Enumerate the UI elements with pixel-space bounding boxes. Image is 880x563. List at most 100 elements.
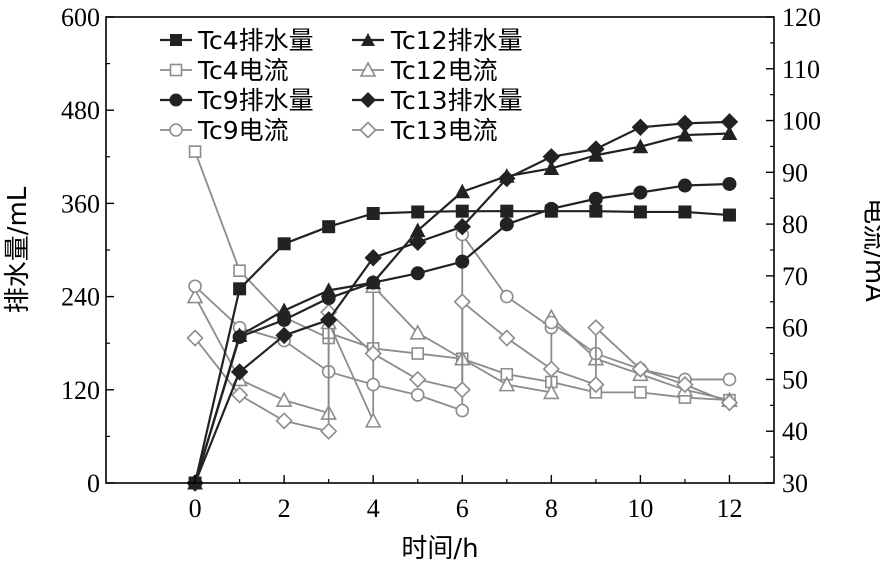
series-Tc13电流-point (275, 412, 293, 430)
legend-marker-filled-square (170, 34, 182, 46)
legend: Tc4排水量 Tc12排水量 Tc4电流 Tc12电流 Tc9排水量 Tc13排… (160, 26, 523, 145)
left-y-tick-label: 120 (61, 376, 100, 405)
legend-label: Tc12电流 (390, 56, 498, 85)
series-Tc13电流-point (587, 319, 605, 337)
series-group (186, 113, 739, 492)
right-y-axis-title: 电流/mA (859, 198, 880, 302)
legend-item-tc12-current: Tc12电流 (352, 56, 498, 85)
x-tick-label: 8 (545, 494, 558, 523)
series-Tc13电流-line (194, 300, 730, 433)
series-Tc4排水量-point (366, 206, 380, 220)
x-tick-label: 12 (716, 494, 742, 523)
series-Tc13排水量-point (275, 326, 293, 345)
series-Tc9排水量-point (321, 291, 336, 306)
legend-label: Tc13排水量 (390, 86, 523, 115)
series-Tc9排水量-point (410, 266, 425, 281)
series-Tc4电流-point (634, 386, 647, 399)
series-Tc13排水量-point (720, 113, 739, 131)
series-Tc12排水量-point (721, 125, 738, 140)
right-y-tick-label: 30 (782, 469, 808, 498)
left-y-tick-label: 240 (61, 283, 100, 312)
series-Tc13电流-point (498, 329, 516, 347)
legend-label: Tc12排水量 (390, 26, 523, 55)
series-Tc13排水量-point (542, 148, 561, 166)
series-Tc4排水量-point (633, 205, 647, 219)
series-Tc4电流-point (233, 264, 246, 278)
series-Tc13排水量-point (631, 118, 650, 136)
series-Tc13电流-point (587, 375, 605, 394)
series-Tc13排水量-point (453, 217, 471, 236)
x-tick-label: 0 (189, 494, 202, 523)
series-Tc13排水量-point (409, 233, 427, 251)
series-Tc9排水量-point (232, 329, 247, 344)
series-Tc9电流-point (722, 372, 737, 387)
series-Tc4排水量-point (722, 208, 736, 222)
series-Tc4电流-line (194, 151, 730, 402)
series-Tc4排水量-point (589, 204, 603, 218)
right-y-tick-label: 80 (782, 210, 808, 239)
legend-marker-hollow-triangle (359, 61, 377, 77)
legend-item-tc12-drainage: Tc12排水量 (352, 26, 523, 55)
left-y-axis-title: 排水量/mL (3, 186, 33, 313)
series-Tc4排水量-point (411, 205, 425, 219)
right-y-tick-label: 90 (782, 158, 808, 187)
series-Tc9排水量-point (366, 275, 381, 290)
series-Tc13电流-point (542, 360, 560, 378)
series-Tc4排水量-point (277, 237, 291, 251)
series-Tc9排水量-point (588, 191, 603, 206)
series-Tc13电流-point (676, 375, 694, 394)
series-Tc13电流-point (186, 329, 204, 347)
series-Tc13电流-point (409, 370, 427, 389)
series-Tc13电流-point (631, 360, 650, 378)
legend-item-tc4-drainage: Tc4排水量 (160, 26, 314, 55)
left-y-tick-label: 480 (61, 96, 100, 125)
series-Tc12电流-line (194, 285, 730, 422)
series-Tc13排水量-point (587, 140, 605, 158)
right-y-tick-label: 40 (782, 417, 808, 446)
axis-ticks: 0 2 4 6 8 10 120120240360480600304050607080901… (61, 3, 821, 523)
series-Tc13电流-point (453, 293, 471, 311)
series-Tc13排水量-point (230, 363, 249, 381)
series-Tc4电流-point (188, 145, 202, 158)
legend-item-tc9-drainage: Tc9排水量 (160, 86, 314, 115)
series-Tc13排水量-point (676, 114, 694, 133)
series-Tc13电流-point (720, 394, 739, 412)
x-tick-label: 2 (278, 494, 291, 523)
legend-marker-hollow-square (169, 63, 183, 77)
series-Tc12电流-point (542, 383, 560, 400)
series-Tc9排水量-point (277, 312, 292, 327)
x-tick-label: 4 (367, 494, 380, 523)
legend-marker-filled-triangle (361, 33, 375, 46)
series-Tc12排水量-point (543, 160, 560, 175)
right-y-tick-label: 110 (782, 55, 820, 84)
right-y-tick-label: 120 (782, 3, 821, 32)
series-Tc4排水量-point (678, 205, 692, 219)
legend-label: Tc9电流 (197, 116, 289, 145)
legend-item-tc9-current: Tc9电流 (160, 116, 289, 145)
legend-marker-hollow-diamond (359, 121, 377, 139)
series-Tc12电流-point (364, 412, 382, 428)
right-y-tick-label: 100 (782, 107, 821, 136)
left-y-tick-label: 600 (61, 3, 100, 32)
series-Tc13排水量-point (498, 169, 516, 188)
right-y-tick-label: 50 (782, 365, 808, 394)
series-Tc13电流-point (453, 381, 471, 399)
series-Tc13电流-point (364, 344, 382, 363)
legend-item-tc13-drainage: Tc13排水量 (352, 86, 523, 115)
legend-marker-filled-diamond (360, 92, 376, 108)
series-group (186, 293, 739, 440)
legend-label: Tc4排水量 (197, 26, 314, 55)
series-Tc4电流-point (411, 347, 425, 360)
plot-series-layer (186, 113, 739, 492)
legend-marker-hollow-circle (169, 123, 183, 137)
series-Tc4排水量-point (322, 220, 336, 234)
x-axis-title: 时间/h (401, 534, 478, 563)
legend-item-tc4-current: Tc4电流 (160, 56, 289, 85)
series-Tc9排水量-point (544, 201, 559, 216)
series-Tc9电流-point (455, 403, 470, 418)
series-Tc13排水量-point (364, 249, 382, 267)
series-Tc9电流-point (410, 388, 425, 402)
series-Tc9电流-point (366, 377, 381, 392)
series-Tc4排水量-point (233, 282, 247, 296)
